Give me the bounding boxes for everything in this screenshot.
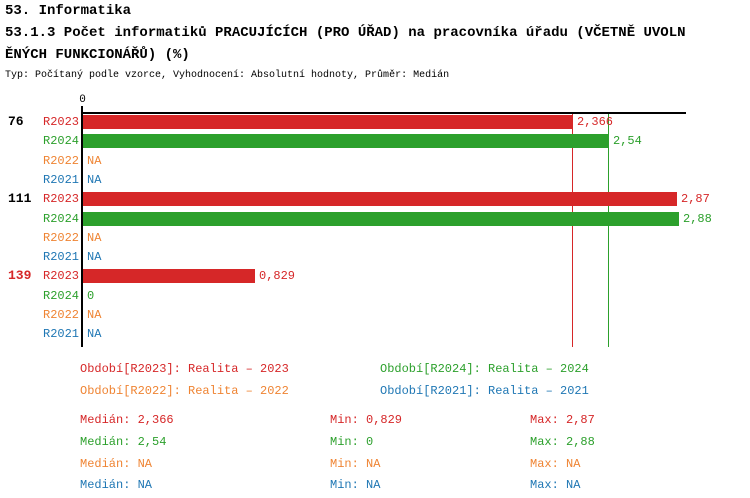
series-row-label: R2024 [43, 211, 80, 226]
series-row-label: R2024 [43, 134, 80, 149]
chart-meta-line: Typ: Počítaný podle vzorce, Vyhodnocení:… [5, 70, 450, 81]
series-row-label: R2022 [43, 230, 80, 245]
legend-item-r2024: Období[R2024]: Realita – 2024 [380, 362, 589, 376]
median-line-r2024 [608, 113, 609, 347]
stat-median-r2023: Medián: 2,366 [80, 413, 174, 427]
stat-max-r2021: Max: NA [530, 478, 581, 492]
bar [83, 269, 255, 284]
series-row-label: R2022 [43, 153, 80, 168]
stat-median-r2022: Medián: NA [80, 457, 153, 471]
bar-value-label: 0,829 [259, 269, 296, 284]
bar-value-label: 2,366 [577, 115, 614, 129]
legend-item-r2022: Období[R2022]: Realita – 2022 [80, 384, 289, 398]
na-value-label: NA [87, 172, 102, 187]
stat-median-r2024: Medián: 2,54 [80, 435, 167, 449]
chart-subtitle-line2: ĚNÝCH FUNKCIONÁŘŮ) (%) [5, 47, 190, 63]
stat-max-r2024: Max: 2,88 [530, 435, 595, 449]
series-row-label: R2022 [43, 308, 80, 322]
stat-min-r2024: Min: 0 [330, 435, 374, 449]
bar-value-label: 2,87 [681, 192, 710, 207]
group-label: 111 [8, 191, 32, 207]
group-label: 76 [8, 114, 24, 129]
bar-value-label: 2,54 [613, 134, 642, 149]
na-value-label: NA [87, 153, 102, 168]
na-value-label: NA [87, 308, 102, 322]
median-line-r2023 [572, 113, 573, 347]
chart-subtitle-line1: 53.1.3 Počet informatiků PRACUJÍCÍCH (PR… [5, 25, 686, 41]
stat-min-r2023: Min: 0,829 [330, 413, 403, 427]
x-axis-zero-tick-label: 0 [79, 94, 86, 106]
stat-min-r2022: Min: NA [330, 457, 381, 471]
bar [83, 134, 609, 149]
stat-max-r2023: Max: 2,87 [530, 413, 595, 427]
na-value-label: NA [87, 250, 102, 265]
page-title: 53. Informatika [5, 3, 132, 19]
na-value-label: NA [87, 327, 102, 342]
series-row-label: R2023 [43, 269, 80, 284]
bar [83, 211, 679, 226]
na-value-label: NA [87, 230, 102, 245]
stat-max-r2022: Max: NA [530, 457, 581, 471]
legend-item-r2023: Období[R2023]: Realita – 2023 [80, 362, 289, 376]
na-value-label: 0 [87, 288, 95, 303]
bar [83, 115, 573, 129]
y-axis-line [81, 106, 83, 347]
stat-median-r2021: Medián: NA [80, 478, 153, 492]
stat-min-r2021: Min: NA [330, 478, 381, 492]
x-axis-top-line [82, 112, 686, 114]
series-row-label: R2023 [43, 115, 80, 129]
group-label: 139 [8, 268, 32, 284]
legend-item-r2021: Období[R2021]: Realita – 2021 [380, 384, 589, 398]
series-row-label: R2023 [43, 192, 80, 207]
bar-value-label: 2,88 [683, 211, 712, 226]
series-row-label: R2021 [43, 327, 80, 342]
bar [83, 192, 677, 207]
series-row-label: R2021 [43, 250, 80, 265]
series-row-label: R2021 [43, 172, 80, 187]
series-row-label: R2024 [43, 288, 80, 303]
